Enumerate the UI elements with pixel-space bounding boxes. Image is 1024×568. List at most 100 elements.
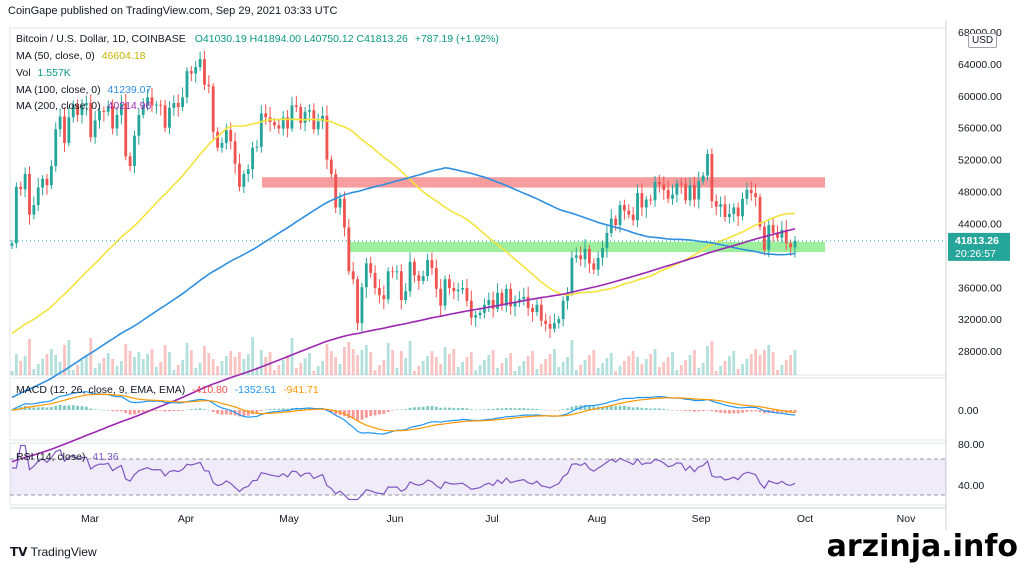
- macd-histogram-bar: [111, 410, 115, 412]
- candle-body: [14, 186, 18, 244]
- macd-histogram-bar: [566, 408, 569, 410]
- volume-bar: [636, 357, 639, 375]
- volume-bar: [58, 362, 62, 375]
- volume-bar: [684, 360, 688, 375]
- candle-body: [601, 248, 604, 258]
- currency-badge[interactable]: USD: [968, 33, 998, 48]
- candle-body: [574, 255, 578, 258]
- volume-bar: [277, 365, 281, 375]
- candle-body: [364, 263, 368, 288]
- macd-histogram-bar: [67, 405, 71, 410]
- volume-bar: [509, 353, 513, 375]
- volume-bar: [395, 368, 399, 375]
- candle-body: [329, 159, 333, 174]
- volume-bar: [500, 363, 504, 375]
- candle-body: [294, 105, 298, 107]
- macd-histogram-bar: [133, 410, 136, 415]
- volume-bar: [544, 359, 548, 375]
- legend-high: H41894.00: [249, 33, 302, 45]
- macd-histogram-bar: [640, 407, 644, 410]
- macd-histogram-bar: [58, 404, 62, 410]
- macd-histogram-bar: [277, 408, 281, 410]
- volume-bar: [203, 346, 206, 375]
- volume-bar: [749, 354, 753, 375]
- macd-histogram-bar: [281, 408, 285, 410]
- volume-bar: [168, 352, 171, 375]
- volume-bar: [67, 340, 71, 375]
- candle-body: [360, 287, 364, 324]
- macd-histogram-bar: [622, 406, 626, 410]
- candle-body: [347, 227, 351, 272]
- volume-bar: [150, 349, 154, 375]
- candle-body: [478, 312, 482, 316]
- candle-body: [793, 240, 797, 248]
- macd-histogram-bar: [264, 409, 268, 411]
- macd-histogram-bar: [513, 408, 517, 410]
- volume-bar: [63, 345, 66, 375]
- candle-body: [308, 110, 311, 112]
- macd-histogram-bar: [618, 405, 622, 410]
- volume-bar: [391, 350, 394, 375]
- volume-bar: [14, 354, 18, 375]
- volume-bar: [723, 361, 727, 375]
- macd-histogram-bar: [399, 409, 403, 411]
- candle-body: [469, 300, 473, 318]
- volume-bar: [421, 361, 425, 375]
- volume-bar: [19, 361, 23, 375]
- candle-body: [229, 130, 233, 142]
- volume-bar: [583, 360, 587, 375]
- volume-bar: [662, 362, 666, 375]
- candle-body: [28, 173, 31, 215]
- volume-bar: [303, 358, 307, 375]
- candle-body: [369, 263, 373, 273]
- candle-body: [697, 181, 701, 200]
- legend-open: O41030.19: [194, 33, 247, 45]
- candle-body: [535, 304, 539, 312]
- volume-bar: [535, 369, 539, 375]
- candle-body: [749, 189, 753, 194]
- candle-body: [71, 104, 75, 118]
- candle-body: [128, 156, 132, 167]
- volume-bar: [312, 371, 316, 375]
- macd-histogram-bar: [609, 405, 613, 410]
- volume-bar: [531, 351, 534, 375]
- candle-body: [133, 135, 136, 167]
- macd-histogram-bar: [211, 410, 215, 412]
- candle-body: [627, 210, 631, 215]
- macd-histogram-bar: [84, 406, 88, 410]
- macd-histogram-bar: [474, 409, 478, 411]
- ma200-value: 40214.96: [107, 100, 152, 112]
- volume-bar: [299, 363, 303, 375]
- macd-histogram-bar: [150, 410, 154, 411]
- volume-bar: [561, 362, 565, 375]
- legend-macd: MACD (12, 26, close, 9, EMA, EMA) -410.8…: [16, 384, 319, 396]
- candle-body: [452, 288, 456, 292]
- candle-body: [557, 319, 561, 324]
- volume-bar: [719, 366, 723, 375]
- volume-bar: [448, 354, 451, 375]
- candle-body: [233, 141, 237, 164]
- macd-histogram-bar: [439, 407, 443, 410]
- volume-bar: [76, 365, 80, 375]
- candle-body: [334, 173, 338, 208]
- candle-body: [264, 113, 268, 118]
- candle-body: [487, 300, 491, 305]
- volume-bar: [404, 358, 408, 375]
- volume-bar: [631, 351, 635, 375]
- macd-histogram-bar: [168, 410, 171, 412]
- candle-body: [399, 271, 403, 301]
- tradingview-logo[interactable]: 𝗧𝗩 TradingView: [10, 545, 97, 559]
- candle-body: [544, 320, 548, 324]
- macd-histogram-bar: [203, 409, 206, 410]
- macd-histogram-bar: [273, 408, 276, 410]
- candle-body: [242, 173, 246, 187]
- candle-body: [719, 204, 723, 207]
- legend-ohlc: Bitcoin / U.S. Dollar, 1D, COINBASE O410…: [16, 33, 499, 45]
- macd-histogram-bar: [364, 410, 368, 418]
- macd-histogram-bar: [649, 408, 653, 410]
- macd-histogram-bar: [762, 410, 766, 414]
- macd-histogram-bar: [710, 410, 714, 412]
- volume-bar: [557, 367, 561, 375]
- macd-histogram-bar: [544, 409, 548, 411]
- volume-bar: [496, 368, 499, 375]
